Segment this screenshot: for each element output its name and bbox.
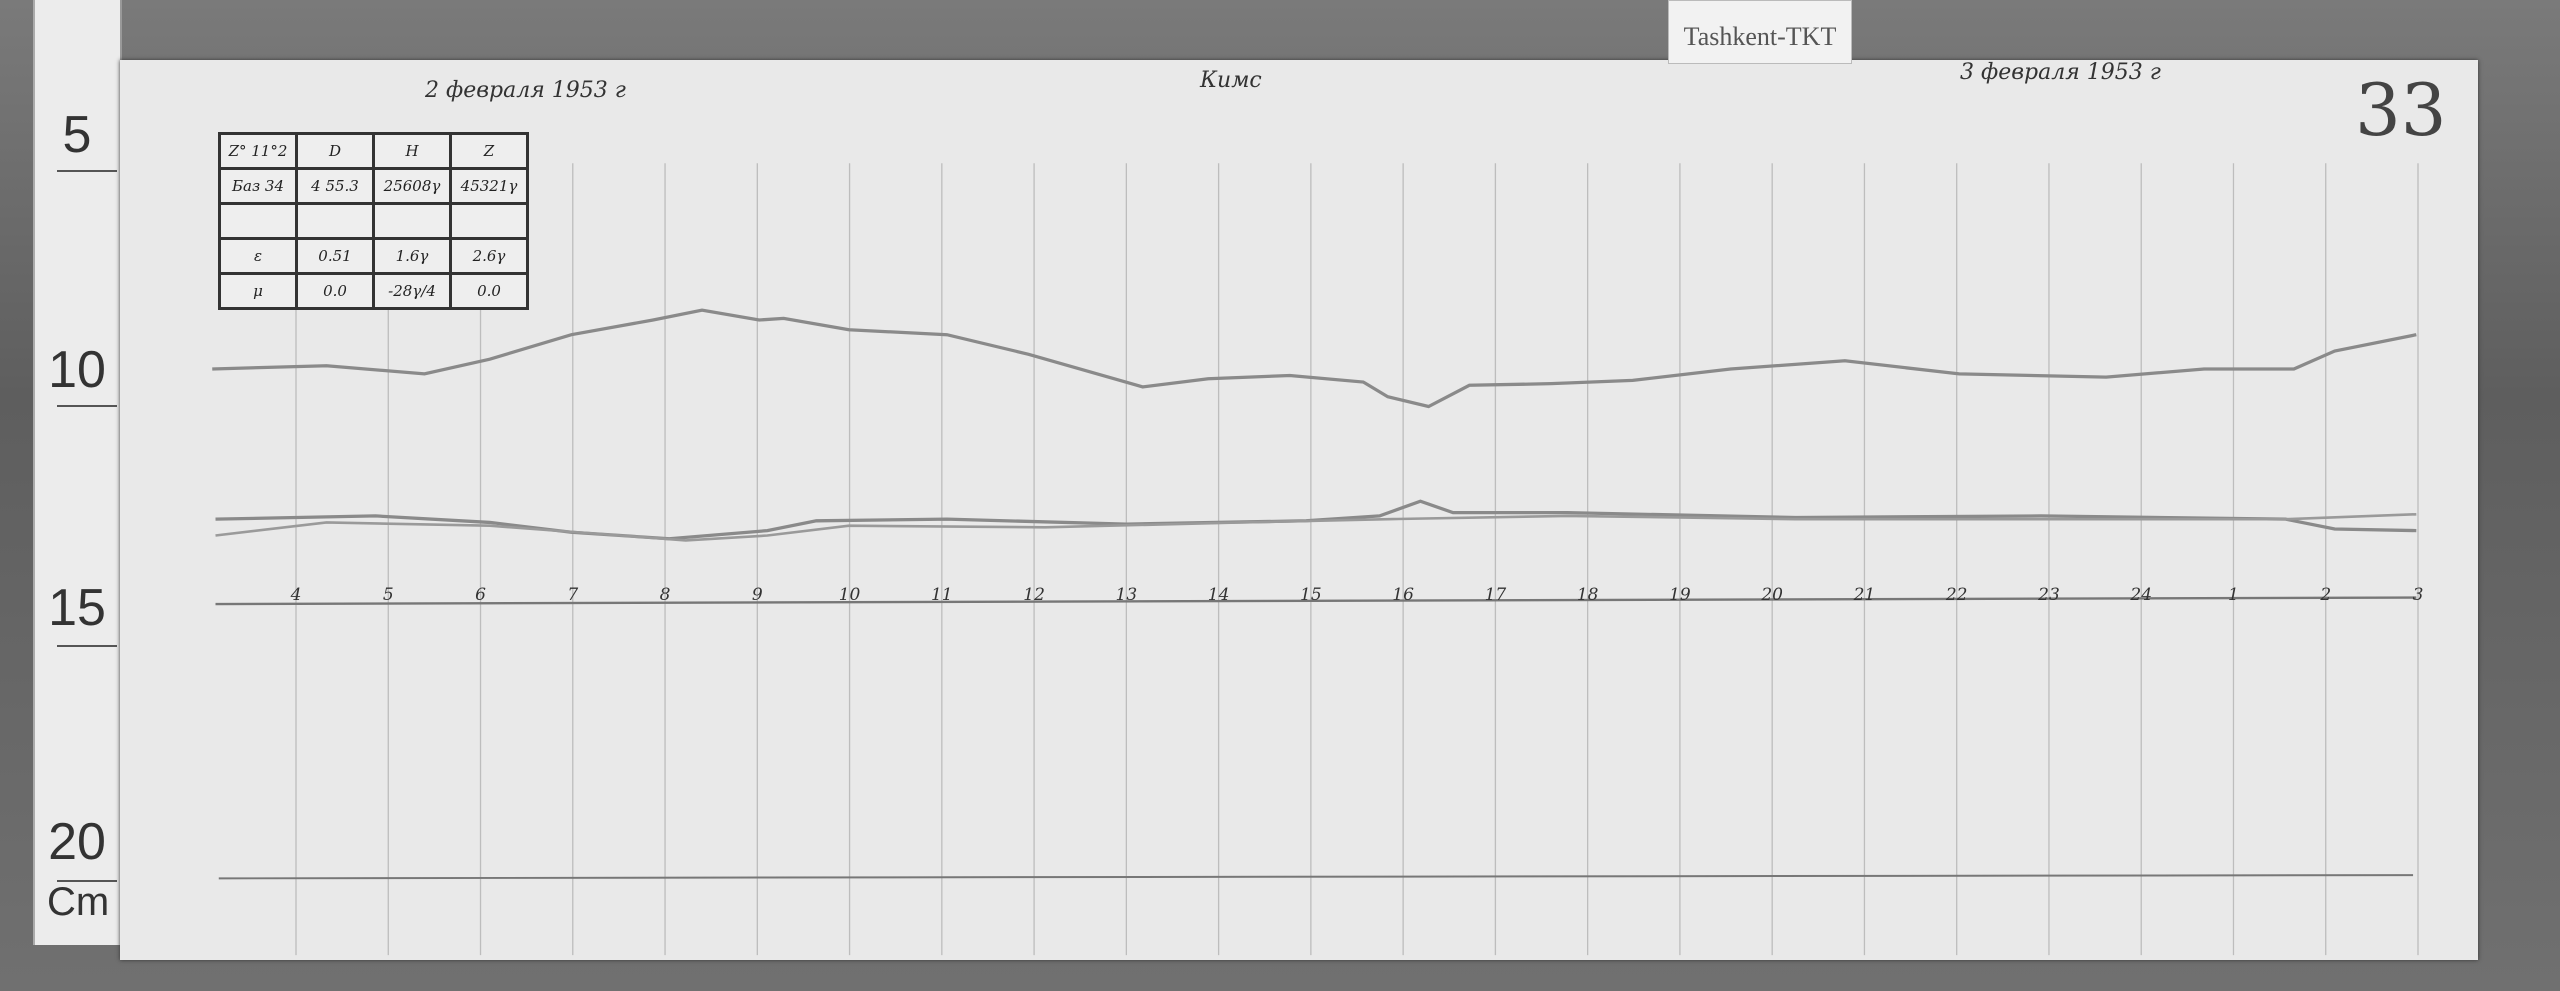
table-cell: 25608γ — [372, 167, 452, 205]
upper-trace — [212, 308, 2417, 409]
table-cell — [372, 202, 452, 240]
table-cell: 4 55.3 — [295, 167, 375, 205]
table-cell: Баз 34 — [218, 167, 298, 205]
hour-label: 22 — [1945, 585, 1968, 605]
station-label: Tashkent-TKT — [1668, 0, 1852, 64]
hour-label: 9 — [751, 585, 763, 605]
hour-label: 6 — [475, 585, 486, 605]
hour-label: 4 — [290, 585, 302, 605]
bottom-baseline — [218, 874, 2414, 880]
table-cell: -28γ/4 — [372, 272, 452, 310]
table-cell: μ — [218, 272, 298, 310]
sheet-number: 33 — [2355, 68, 2447, 152]
hour-label: 23 — [2038, 585, 2060, 605]
hour-label: 16 — [1392, 585, 1414, 605]
table-cell: Z° 11°2 — [218, 132, 298, 170]
hour-label: 17 — [1484, 585, 1507, 605]
table-cell: ε — [218, 237, 298, 275]
table-cell — [295, 202, 375, 240]
ruler-mark: 5 — [62, 106, 92, 164]
table-cell: D — [295, 132, 375, 170]
baseline-values-table: Z° 11°2 D H Z Баз 34 4 55.3 25608γ 45321γ ε 0.5… — [218, 132, 529, 310]
date-right: 3 февраля 1953 г — [1960, 60, 2161, 85]
hour-label: 14 — [1207, 585, 1230, 605]
hour-label: 2 — [2320, 585, 2332, 605]
table-cell: 2.6γ — [449, 237, 529, 275]
hour-label: 18 — [1576, 585, 1599, 605]
hour-label: 21 — [1853, 585, 1876, 605]
hour-label: 15 — [1300, 585, 1322, 605]
ruler-mark: 20 — [48, 813, 106, 871]
table-cell: H — [372, 132, 452, 170]
hour-label: 20 — [1761, 585, 1783, 605]
hour-label: 3 — [2412, 585, 2424, 605]
table-cell — [218, 202, 298, 240]
table-cell — [449, 202, 529, 240]
lower-trace — [215, 512, 2417, 542]
ruler-tick — [57, 645, 117, 647]
hour-label: 24 — [2130, 585, 2153, 605]
date-left: 2 февраля 1953 г — [425, 78, 626, 103]
hour-label: 12 — [1023, 585, 1045, 605]
hour-label: 1 — [2228, 585, 2239, 605]
hour-label: 19 — [1669, 585, 1691, 605]
ruler-tick — [57, 880, 117, 882]
hour-label: 8 — [659, 585, 671, 605]
centimeter-ruler: 5 10 15 20 Cm — [33, 0, 122, 945]
ruler-tick — [57, 170, 117, 172]
table-cell: 0.51 — [295, 237, 375, 275]
hour-label: 5 — [382, 585, 394, 605]
table-cell: 45321γ — [449, 167, 529, 205]
sheet-title: Кимс — [1200, 68, 1262, 93]
hour-label: 11 — [930, 585, 953, 605]
table-cell: 0.0 — [449, 272, 529, 310]
table-cell: 1.6γ — [372, 237, 452, 275]
time-baseline — [215, 596, 2417, 606]
hour-label: 7 — [567, 585, 579, 605]
hour-label: 13 — [1115, 585, 1138, 605]
hour-label: 10 — [838, 585, 861, 605]
ruler-mark: 10 — [48, 341, 106, 399]
table-cell: Z — [449, 132, 529, 170]
ruler-tick — [57, 405, 117, 407]
table-cell: 0.0 — [295, 272, 375, 310]
ruler-mark: 15 — [48, 579, 106, 637]
ruler-unit: Cm — [47, 880, 110, 924]
